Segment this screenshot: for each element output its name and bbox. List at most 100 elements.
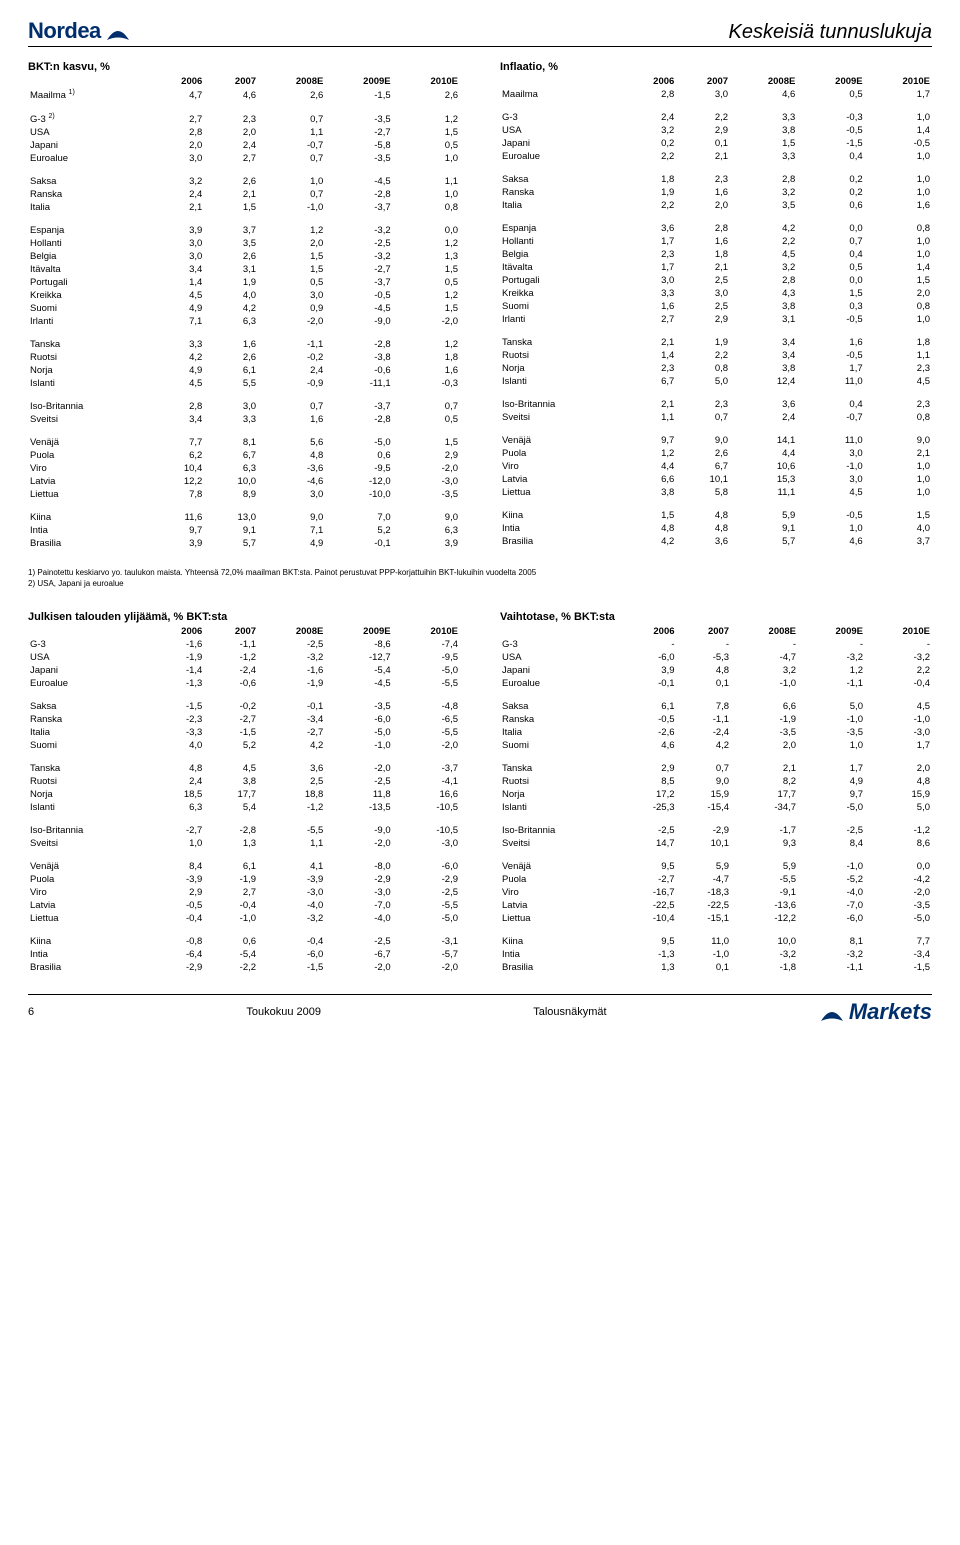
- cell: 0,3: [797, 300, 864, 313]
- row-label: Italia: [500, 726, 622, 739]
- cell: 2,5: [258, 775, 325, 788]
- cell: 9,1: [730, 522, 797, 535]
- cell: 4,3: [730, 287, 797, 300]
- row-label: Venäjä: [28, 436, 151, 449]
- cell: -9,0: [325, 315, 392, 328]
- cell: -3,2: [865, 651, 932, 664]
- row-label: USA: [28, 126, 151, 139]
- cell: 0,5: [393, 276, 460, 289]
- cell: -1,2: [204, 651, 258, 664]
- table-row: Norja17,215,917,79,715,9: [500, 788, 932, 801]
- table-title: Inflaatio, %: [500, 61, 932, 73]
- cell: 3,0: [676, 287, 730, 300]
- cell: 9,7: [798, 788, 865, 801]
- cell: -3,5: [731, 726, 798, 739]
- table-row: Liettua3,85,811,14,51,0: [500, 486, 932, 499]
- cell: -5,5: [393, 726, 460, 739]
- cell: 8,9: [204, 488, 258, 501]
- table-row: Ruotsi4,22,6-0,2-3,81,8: [28, 351, 460, 364]
- cell: -3,0: [393, 475, 460, 488]
- row-label: Brasilia: [28, 961, 151, 974]
- spacer-row: [28, 850, 460, 860]
- cell: -3,2: [258, 651, 325, 664]
- cell: -34,7: [731, 801, 798, 814]
- cell: 3,7: [204, 224, 258, 237]
- row-label: Maailma: [500, 88, 623, 101]
- cell: 1,8: [676, 248, 730, 261]
- cell: -2,7: [325, 126, 392, 139]
- cell: -3,1: [393, 935, 460, 948]
- cell: 1,0: [865, 248, 932, 261]
- cell: 3,0: [623, 274, 677, 287]
- logo-sail-icon: [105, 20, 131, 42]
- spacer-row: [500, 388, 932, 398]
- cell: 3,5: [730, 199, 797, 212]
- row-label: Latvia: [500, 473, 623, 486]
- cell: 3,1: [730, 313, 797, 326]
- cell: -0,5: [797, 509, 864, 522]
- row-label: Viro: [28, 462, 151, 475]
- spacer-row: [28, 925, 460, 935]
- cell: 3,0: [797, 447, 864, 460]
- footer-doc-title: Talousnäkymät: [533, 1006, 606, 1018]
- cell: -5,5: [731, 873, 798, 886]
- row-label: Japani: [28, 664, 151, 677]
- cell: 1,3: [204, 837, 258, 850]
- cell: 1,5: [393, 302, 460, 315]
- row-label: Iso-Britannia: [500, 824, 622, 837]
- cell: 5,0: [865, 801, 932, 814]
- cell: 0,7: [676, 411, 730, 424]
- cell: 13,0: [204, 511, 258, 524]
- cell: 1,0: [798, 739, 865, 752]
- table-row: Japani-1,4-2,4-1,6-5,4-5,0: [28, 664, 460, 677]
- cell: 3,2: [731, 664, 798, 677]
- cell: -3,5: [865, 899, 932, 912]
- cell: -12,0: [325, 475, 392, 488]
- cell: 6,6: [731, 700, 798, 713]
- row-label: Espanja: [28, 224, 151, 237]
- cell: -6,0: [258, 948, 325, 961]
- cell: 3,0: [797, 473, 864, 486]
- table-row: Irlanti7,16,3-2,0-9,0-2,0: [28, 315, 460, 328]
- spacer-row: [500, 925, 932, 935]
- table-gdp: BKT:n kasvu, % 200620072008E2009E2010EMa…: [28, 61, 460, 550]
- cell: 1,6: [204, 338, 258, 351]
- cell: 2,6: [204, 175, 258, 188]
- table-row: Intia-1,3-1,0-3,2-3,2-3,4: [500, 948, 932, 961]
- cell: -18,3: [677, 886, 732, 899]
- cell: -1,0: [204, 912, 258, 925]
- cell: 4,5: [151, 289, 205, 302]
- cell: 2,7: [204, 886, 258, 899]
- cell: 16,6: [393, 788, 460, 801]
- cell: 1,6: [623, 300, 677, 313]
- year-header: 2009E: [325, 75, 392, 88]
- cell: -2,7: [204, 713, 258, 726]
- cell: -5,5: [393, 677, 460, 690]
- cell: 3,4: [151, 263, 205, 276]
- cell: -25,3: [622, 801, 677, 814]
- cell: 5,4: [204, 801, 258, 814]
- cell: -3,4: [258, 713, 325, 726]
- cell: 0,7: [258, 400, 325, 413]
- cell: -4,8: [393, 700, 460, 713]
- cell: 6,2: [151, 449, 205, 462]
- cell: 0,6: [325, 449, 392, 462]
- cell: 4,0: [204, 289, 258, 302]
- cell: -: [677, 638, 732, 651]
- year-header: 2008E: [730, 75, 797, 88]
- cell: -2,0: [325, 762, 392, 775]
- data-table: 200620072008E2009E2010EG-3-----USA-6,0-5…: [500, 625, 932, 974]
- cell: -5,3: [677, 651, 732, 664]
- cell: 3,9: [151, 224, 205, 237]
- cell: -: [798, 638, 865, 651]
- cell: -9,0: [325, 824, 392, 837]
- cell: 1,0: [797, 522, 864, 535]
- cell: 1,5: [258, 250, 325, 263]
- cell: 9,7: [151, 524, 205, 537]
- table-row: Euroalue-0,10,1-1,0-1,1-0,4: [500, 677, 932, 690]
- table-row: Norja4,96,12,4-0,61,6: [28, 364, 460, 377]
- cell: 10,6: [730, 460, 797, 473]
- cell: 6,7: [204, 449, 258, 462]
- cell: 3,6: [623, 222, 677, 235]
- cell: -13,6: [731, 899, 798, 912]
